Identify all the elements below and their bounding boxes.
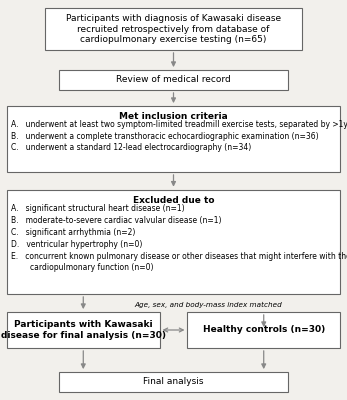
Text: C.   underwent a standard 12-lead electrocardiography (n=34): C. underwent a standard 12-lead electroc…: [11, 143, 251, 152]
Text: Excluded due to: Excluded due to: [133, 196, 214, 204]
Text: Age, sex, and body-mass index matched: Age, sex, and body-mass index matched: [134, 302, 282, 308]
FancyBboxPatch shape: [7, 312, 160, 348]
Text: C.   significant arrhythmia (n=2): C. significant arrhythmia (n=2): [11, 228, 135, 238]
Text: A.   underwent at least two symptom-limited treadmill exercise tests, separated : A. underwent at least two symptom-limite…: [11, 120, 347, 130]
Text: Participants with diagnosis of Kawasaki disease
recruited retrospectively from d: Participants with diagnosis of Kawasaki …: [66, 14, 281, 44]
Text: D.   ventricular hypertrophy (n=0): D. ventricular hypertrophy (n=0): [11, 240, 143, 250]
FancyBboxPatch shape: [59, 70, 288, 90]
FancyBboxPatch shape: [7, 106, 340, 172]
Text: E.   concurrent known pulmonary disease or other diseases that might interfere w: E. concurrent known pulmonary disease or…: [11, 252, 347, 272]
Text: Met inclusion criteria: Met inclusion criteria: [119, 112, 228, 121]
FancyBboxPatch shape: [45, 8, 302, 50]
FancyBboxPatch shape: [59, 372, 288, 392]
FancyBboxPatch shape: [7, 190, 340, 294]
Text: B.   moderate-to-severe cardiac valvular disease (n=1): B. moderate-to-severe cardiac valvular d…: [11, 216, 222, 226]
Text: Final analysis: Final analysis: [143, 378, 204, 386]
Text: Review of medical record: Review of medical record: [116, 76, 231, 84]
Text: Participants with Kawasaki
disease for final analysis (n=30): Participants with Kawasaki disease for f…: [1, 320, 166, 340]
FancyBboxPatch shape: [187, 312, 340, 348]
Text: Healthy controls (n=30): Healthy controls (n=30): [203, 326, 325, 334]
Text: B.   underwent a complete transthoracic echocardiographic examination (n=36): B. underwent a complete transthoracic ec…: [11, 132, 319, 141]
Text: A.   significant structural heart disease (n=1): A. significant structural heart disease …: [11, 204, 185, 214]
